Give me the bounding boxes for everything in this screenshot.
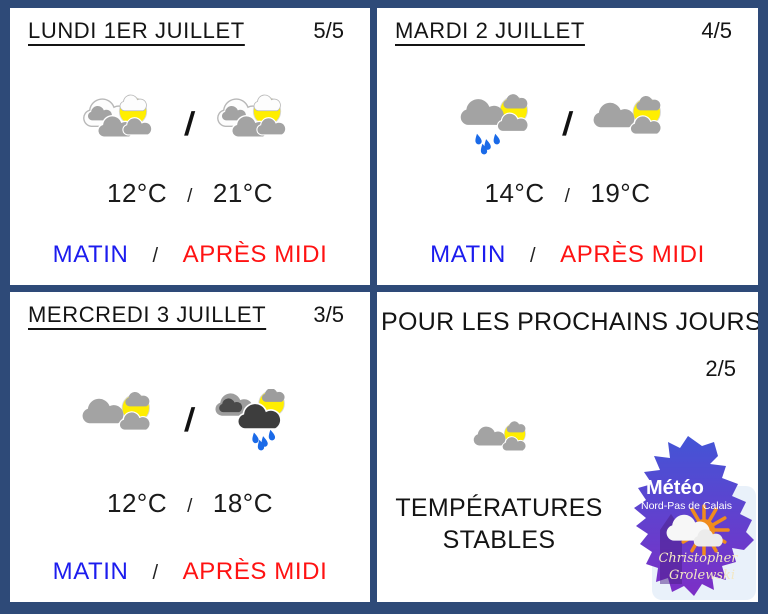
logo-signature-first: Christopher xyxy=(658,551,738,566)
period-labels-row: MATIN / APRÈS MIDI xyxy=(10,241,370,269)
logo-signature-last: Grolewski xyxy=(669,568,735,583)
slash-separator: / xyxy=(561,105,575,142)
afternoon-weather-icon xyxy=(211,388,303,452)
confidence-score: 3/5 xyxy=(313,302,344,327)
temperatures-row: 14°C / 19°C xyxy=(377,178,758,209)
slash-separator: / xyxy=(187,496,193,517)
afternoon-weather-icon xyxy=(211,92,303,156)
card-header: MARDI 2 JUILLET 4/5 xyxy=(395,18,732,44)
period-labels-row: MATIN / APRÈS MIDI xyxy=(377,241,758,269)
day-card-monday: LUNDI 1ER JUILLET 5/5 / 12°C / 21°C MATI… xyxy=(10,8,370,285)
period-labels-row: MATIN / APRÈS MIDI xyxy=(10,558,370,586)
morning-label: MATIN xyxy=(52,241,129,268)
slash-separator: / xyxy=(530,245,537,267)
slash-separator: / xyxy=(183,401,197,438)
morning-temperature: 14°C xyxy=(484,178,545,208)
morning-temperature: 12°C xyxy=(107,178,168,208)
slash-separator: / xyxy=(564,186,571,207)
slash-separator: / xyxy=(183,105,197,142)
afternoon-temperature: 21°C xyxy=(212,178,273,208)
afternoon-label: APRÈS MIDI xyxy=(182,241,328,268)
afternoon-label: APRÈS MIDI xyxy=(560,241,705,268)
outlook-card: POUR LES PROCHAINS JOURS 2/5 TEMPÉRATURE… xyxy=(377,292,758,602)
outlook-title: POUR LES PROCHAINS JOURS xyxy=(381,308,758,336)
forecast-grid: LUNDI 1ER JUILLET 5/5 / 12°C / 21°C MATI… xyxy=(10,8,758,602)
outlook-text: TEMPÉRATURES STABLES xyxy=(389,492,609,556)
morning-temperature: 12°C xyxy=(107,488,168,518)
station-logo: Météo Nord-Pas de Calais Christopher Gro… xyxy=(618,432,758,602)
slash-separator: / xyxy=(152,245,159,267)
slash-separator: / xyxy=(187,186,193,207)
day-card-wednesday: MERCREDI 3 JUILLET 3/5 / 12°C / 18°C MAT… xyxy=(10,292,370,602)
outlook-text-line2: STABLES xyxy=(442,526,556,554)
afternoon-temperature: 18°C xyxy=(212,488,273,518)
day-title: MARDI 2 JUILLET xyxy=(395,18,585,43)
confidence-score: 4/5 xyxy=(701,18,732,43)
morning-weather-icon xyxy=(77,388,169,452)
morning-weather-icon xyxy=(455,92,547,156)
weather-icons-row: / xyxy=(10,92,370,156)
card-header: LUNDI 1ER JUILLET 5/5 xyxy=(28,18,344,44)
afternoon-temperature: 19°C xyxy=(590,178,651,208)
weather-icons-row: / xyxy=(10,388,370,452)
logo-cloud-icon-small xyxy=(693,529,723,547)
slash-separator: / xyxy=(152,562,159,584)
logo-brand-text: Météo xyxy=(646,477,704,499)
day-title: MERCREDI 3 JUILLET xyxy=(28,302,267,327)
logo-region-text: Nord-Pas de Calais xyxy=(641,500,732,512)
morning-weather-icon xyxy=(77,92,169,156)
day-card-tuesday: MARDI 2 JUILLET 4/5 / 14°C / 19°C MATIN … xyxy=(377,8,758,285)
afternoon-label: APRÈS MIDI xyxy=(182,558,328,585)
afternoon-weather-icon xyxy=(588,92,680,156)
outlook-weather-icon xyxy=(469,418,541,468)
confidence-score: 2/5 xyxy=(705,356,736,381)
outlook-text-line1: TEMPÉRATURES xyxy=(395,494,603,522)
morning-label: MATIN xyxy=(52,558,129,585)
temperatures-row: 12°C / 18°C xyxy=(10,488,370,519)
morning-label: MATIN xyxy=(430,241,506,268)
confidence-score: 5/5 xyxy=(313,18,344,43)
weather-icons-row: / xyxy=(377,92,758,156)
temperatures-row: 12°C / 21°C xyxy=(10,178,370,209)
day-title: LUNDI 1ER JUILLET xyxy=(28,18,245,43)
card-header: MERCREDI 3 JUILLET 3/5 xyxy=(28,302,344,328)
belfry-silhouette xyxy=(660,530,682,584)
